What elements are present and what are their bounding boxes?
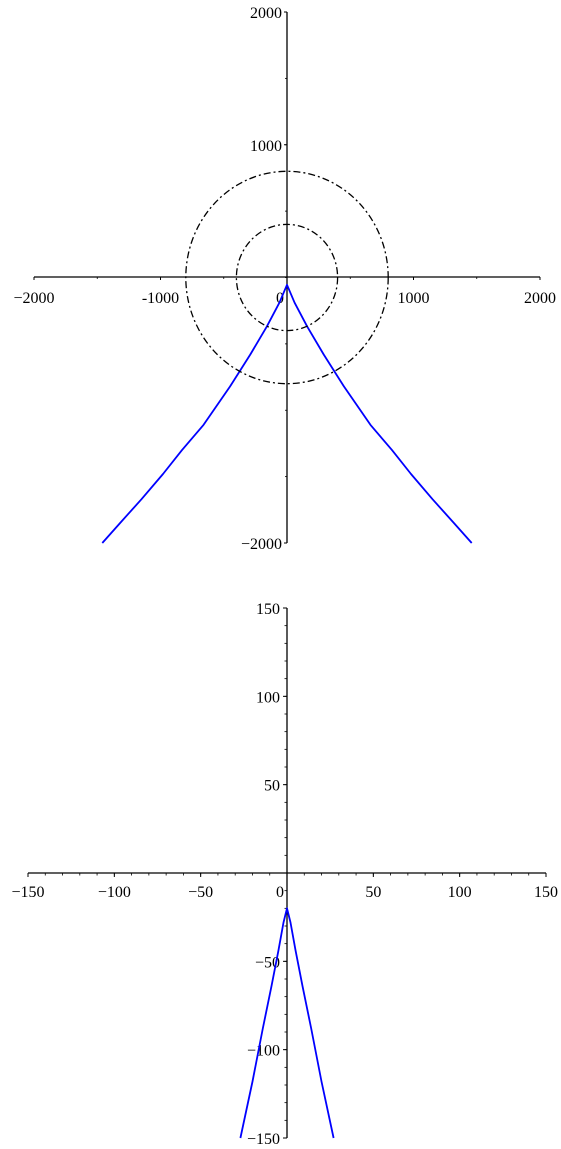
x-tick-label: 1000 (398, 290, 430, 307)
y-tick-label: −150 (247, 1131, 280, 1148)
x-tick-label: −2000 (13, 290, 54, 307)
x-tick-label: -1000 (142, 290, 179, 307)
x-tick-label: 50 (365, 884, 381, 901)
x-tick-label: 0 (276, 290, 284, 307)
y-tick-label: −50 (255, 954, 280, 971)
circle-series-1 (185, 170, 389, 385)
x-tick-label: 150 (534, 884, 558, 901)
plot-bottom: −150 −100 −50 0 50 100 150 −150 −100 −50 50 100 150 (11, 601, 558, 1148)
x-tick-label: −150 (11, 884, 44, 901)
x-tick-label: −100 (98, 884, 131, 901)
y-tick-label: 1000 (250, 138, 282, 155)
plot-top: −2000 -1000 0 1000 2000 −2000 1000 2000 (13, 5, 556, 553)
curve-series-0 (239, 907, 335, 1139)
y-tick-label: 50 (264, 778, 280, 795)
x-tick-label: 2000 (524, 290, 556, 307)
y-tick-label: −2000 (241, 536, 282, 553)
y-tick-label: 2000 (250, 5, 282, 22)
circle-series-2 (235, 223, 339, 332)
y-tick-label: 150 (256, 601, 280, 618)
curve-series-0 (101, 283, 473, 544)
y-tick-label: 100 (256, 689, 280, 706)
x-tick-label: 100 (448, 884, 472, 901)
x-tick-label: −50 (188, 884, 213, 901)
x-tick-label: 0 (276, 884, 284, 901)
y-tick-label: −100 (247, 1043, 280, 1060)
